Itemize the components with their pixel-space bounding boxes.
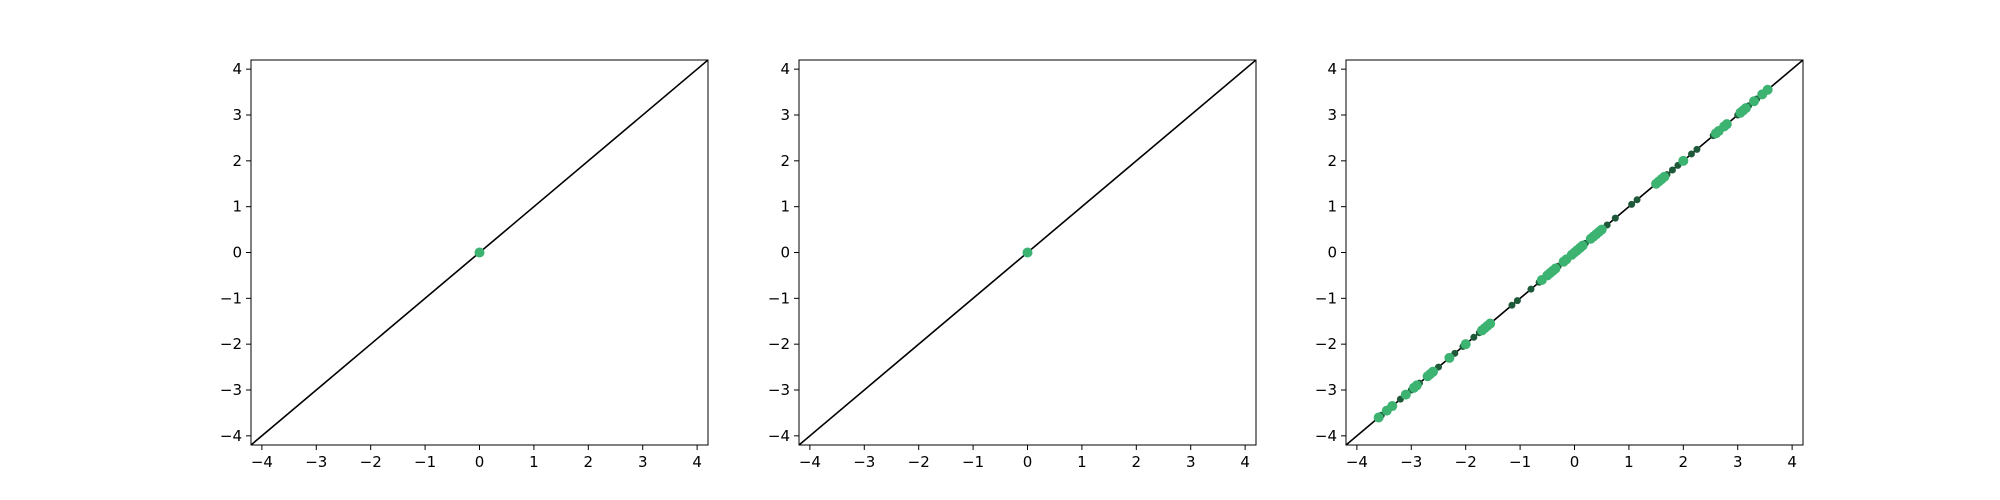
- y-tick-label: 0: [780, 244, 790, 262]
- y-tick-label: 0: [1327, 244, 1337, 262]
- y-tick-label: −1: [768, 289, 790, 307]
- data-point: [1596, 224, 1607, 235]
- x-tick-label: 0: [1570, 453, 1580, 471]
- y-tick-label: 4: [232, 60, 242, 78]
- data-point: [1373, 412, 1384, 423]
- y-tick-label: −1: [1315, 289, 1337, 307]
- y-tick-label: −2: [768, 335, 790, 353]
- x-tick-label: −4: [799, 453, 821, 471]
- x-tick-label: 0: [1023, 453, 1033, 471]
- x-tick-label: −1: [962, 453, 984, 471]
- y-tick-label: 1: [780, 198, 790, 216]
- x-tick-label: 4: [1240, 453, 1250, 471]
- data-point: [1513, 297, 1521, 305]
- y-tick-label: 0: [232, 244, 242, 262]
- plot-area: [1346, 60, 1803, 445]
- x-tick-label: −2: [1455, 453, 1477, 471]
- y-tick-label: 3: [1327, 106, 1337, 124]
- y-tick-label: −3: [768, 381, 790, 399]
- x-tick-label: −3: [1400, 453, 1422, 471]
- x-tick-label: −1: [1509, 453, 1531, 471]
- y-tick-label: 4: [1327, 60, 1337, 78]
- data-point: [1668, 166, 1676, 174]
- x-tick-label: 4: [1787, 453, 1797, 471]
- data-point: [1762, 84, 1773, 95]
- data-point: [1550, 263, 1561, 274]
- x-tick-label: 1: [1624, 453, 1634, 471]
- x-tick-label: −2: [908, 453, 930, 471]
- data-point: [1508, 301, 1516, 309]
- data-point: [1693, 145, 1701, 153]
- plot-panel-3: −4 −3 −2 −1 0 1 2 3 4 4 3 2 1 0 −1 −2 −3 −4: [1315, 59, 1804, 471]
- data-point: [1628, 200, 1636, 208]
- y-tick-label: 1: [1327, 198, 1337, 216]
- data-point: [1633, 196, 1641, 204]
- data-point: [1721, 119, 1732, 130]
- x-tick-label: 4: [692, 453, 702, 471]
- data-point: [1749, 96, 1760, 107]
- data-point: [1444, 352, 1455, 363]
- data-point: [1687, 150, 1695, 158]
- y-tick-label: −2: [1315, 335, 1337, 353]
- x-tick-label: 0: [475, 453, 485, 471]
- data-point: [1678, 155, 1689, 166]
- y-tick-label: 3: [232, 106, 242, 124]
- data-point: [1470, 333, 1478, 341]
- y-tick-label: 1: [232, 198, 242, 216]
- data-point: [1611, 214, 1619, 222]
- plot-area: [799, 60, 1256, 445]
- x-tick-label: 1: [1077, 453, 1087, 471]
- data-point: [1659, 171, 1670, 182]
- y-tick-label: −2: [220, 335, 242, 353]
- data-point: [1387, 401, 1398, 412]
- y-tick-label: −4: [1315, 427, 1337, 445]
- x-tick-label: −1: [414, 453, 436, 471]
- y-tick-label: −3: [1315, 381, 1337, 399]
- x-tick-label: 2: [1679, 453, 1689, 471]
- data-point: [1460, 339, 1471, 350]
- data-point: [1428, 366, 1439, 377]
- y-tick-label: 2: [1327, 152, 1337, 170]
- x-tick-label: −3: [305, 453, 327, 471]
- x-tick-label: −4: [251, 453, 273, 471]
- y-tick-label: −3: [220, 381, 242, 399]
- x-tick-label: 3: [1186, 453, 1196, 471]
- x-tick-label: −3: [853, 453, 875, 471]
- y-tick-label: −1: [220, 289, 242, 307]
- x-tick-label: −2: [360, 453, 382, 471]
- plot-panel-2: −4 −3 −2 −1 0 1 2 3 4 4 3 2 1 0 −1 −2 −3 −4: [768, 59, 1257, 471]
- data-point: [1400, 389, 1411, 400]
- y-tick-label: −4: [768, 427, 790, 445]
- y-tick-label: 4: [780, 60, 790, 78]
- data-point: [1740, 103, 1751, 114]
- y-tick-label: 2: [232, 152, 242, 170]
- plot-area: [251, 60, 708, 445]
- x-tick-label: 3: [638, 453, 648, 471]
- data-point: [1577, 240, 1588, 251]
- y-tick-label: −4: [220, 427, 242, 445]
- data-point: [1411, 380, 1422, 391]
- data-point: [474, 247, 485, 258]
- x-tick-label: −4: [1346, 453, 1368, 471]
- x-tick-label: 2: [1132, 453, 1142, 471]
- x-tick-label: 2: [584, 453, 594, 471]
- y-tick-label: 2: [780, 152, 790, 170]
- plot-panel-1: −4 −3 −2 −1 0 1 2 3 4 4 3 2 1 0 −1 −2 −3 −4: [220, 59, 709, 471]
- y-tick-label: 3: [780, 106, 790, 124]
- data-point: [1022, 247, 1033, 258]
- data-point: [1527, 285, 1535, 293]
- x-tick-label: 3: [1733, 453, 1743, 471]
- data-point: [1485, 318, 1496, 329]
- x-tick-label: 1: [529, 453, 539, 471]
